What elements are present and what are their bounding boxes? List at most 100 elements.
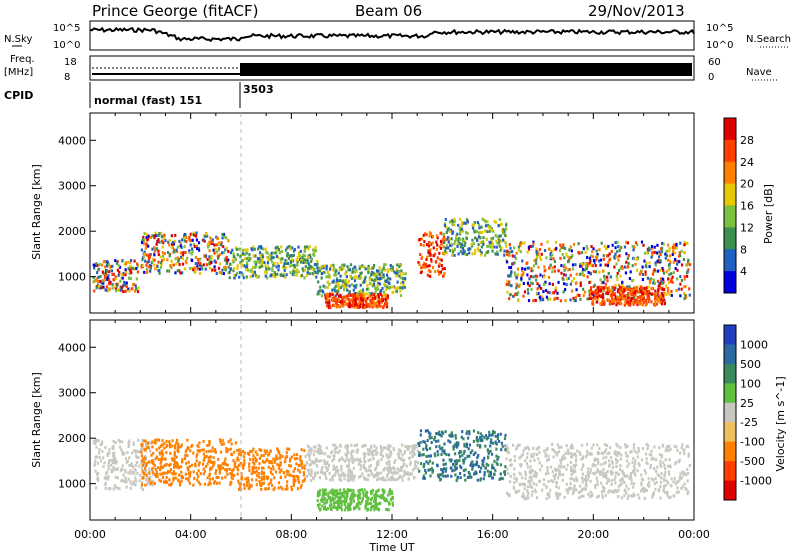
range-gate-cell [192,484,194,487]
range-gate-cell [176,463,178,466]
power-ylabel: Slant Range [km] [30,164,43,260]
range-gate-cell [215,472,217,475]
range-gate-cell [237,480,239,483]
range-gate-cell [125,486,127,489]
range-gate-cell [180,465,182,468]
range-gate-cell [142,264,144,267]
range-gate-cell [367,508,369,511]
range-gate-cell [370,273,372,276]
range-gate-cell [457,476,459,479]
range-gate-cell [287,470,289,473]
range-gate-cell [442,474,444,477]
range-gate-cell [160,458,162,461]
range-gate-cell [601,242,603,245]
range-gate-cell [489,241,491,244]
range-gate-cell [149,450,151,453]
range-gate-cell [423,465,425,468]
range-gate-cell [636,258,638,261]
range-gate-cell [536,282,538,285]
range-gate-cell [159,451,161,454]
range-gate-cell [341,500,343,503]
range-gate-cell [604,461,606,464]
range-gate-cell [247,248,249,251]
range-gate-cell [615,262,617,265]
range-gate-cell [456,459,458,462]
range-gate-cell [521,259,523,262]
range-gate-cell [619,246,621,249]
range-gate-cell [564,299,566,302]
range-gate-cell [570,473,572,476]
range-gate-cell [327,298,329,301]
range-gate-cell [403,474,405,477]
range-gate-cell [420,462,422,465]
range-gate-cell [102,456,104,459]
range-gate-cell [555,485,557,488]
range-gate-cell [482,240,484,243]
range-gate-cell [380,453,382,456]
range-gate-cell [213,461,215,464]
range-gate-cell [656,297,658,300]
range-gate-cell [476,461,478,464]
range-gate-cell [345,506,347,509]
range-gate-cell [586,262,588,265]
freq-right-tick-top: 60 [708,57,721,68]
range-gate-cell [249,450,251,453]
range-gate-cell [248,453,250,456]
range-gate-cell [97,479,99,482]
range-gate-cell [340,286,342,289]
range-gate-cell [623,494,625,497]
range-gate-cell [631,482,633,485]
range-gate-cell [414,453,416,456]
range-gate-cell [171,472,173,475]
range-gate-cell [204,483,206,486]
range-gate-cell [317,499,319,502]
range-gate-cell [219,471,221,474]
range-gate-cell [500,223,502,226]
range-gate-cell [366,491,368,494]
range-gate-cell [599,264,601,267]
station-title: Prince George (fitACF) [92,2,258,20]
range-gate-cell [141,483,143,486]
range-gate-cell [224,457,226,460]
range-gate-cell [639,303,641,306]
range-gate-cell [162,466,164,469]
range-gate-cell [398,456,400,459]
range-gate-cell [135,267,137,270]
range-gate-cell [506,283,508,286]
range-gate-cell [522,271,524,274]
range-gate-cell [299,456,301,459]
range-gate-cell [344,460,346,463]
range-gate-cell [390,467,392,470]
range-gate-cell [634,462,636,465]
range-gate-cell [417,467,419,470]
range-gate-cell [182,253,184,256]
range-gate-cell [171,444,173,447]
range-gate-cell [101,440,103,443]
range-gate-cell [660,472,662,475]
range-gate-cell [244,253,246,256]
range-gate-cell [538,451,540,454]
range-gate-cell [484,471,486,474]
range-gate-cell [336,495,338,498]
range-gate-cell [619,296,621,299]
range-gate-cell [336,279,338,282]
range-gate-cell [400,294,402,297]
range-gate-cell [503,228,505,231]
range-gate-cell [497,463,499,466]
range-gate-cell [630,450,632,453]
range-gate-cell [270,471,272,474]
range-gate-cell [458,452,460,455]
range-gate-cell [441,259,443,262]
range-gate-cell [645,489,647,492]
range-gate-cell [270,252,272,255]
range-gate-cell [608,272,610,275]
range-gate-cell [646,447,648,450]
range-gate-cell [157,238,159,241]
range-gate-cell [603,490,605,493]
range-gate-cell [385,280,387,283]
range-gate-cell [409,457,411,460]
range-gate-cell [320,471,322,474]
range-gate-cell [226,247,228,250]
range-gate-cell [633,294,635,297]
range-gate-cell [627,297,629,300]
